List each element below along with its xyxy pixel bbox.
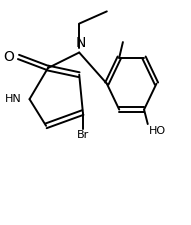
Text: N: N (76, 36, 86, 50)
Text: HO: HO (149, 126, 166, 136)
Text: Br: Br (77, 130, 89, 140)
Text: HN: HN (5, 94, 21, 104)
Text: O: O (3, 50, 14, 64)
